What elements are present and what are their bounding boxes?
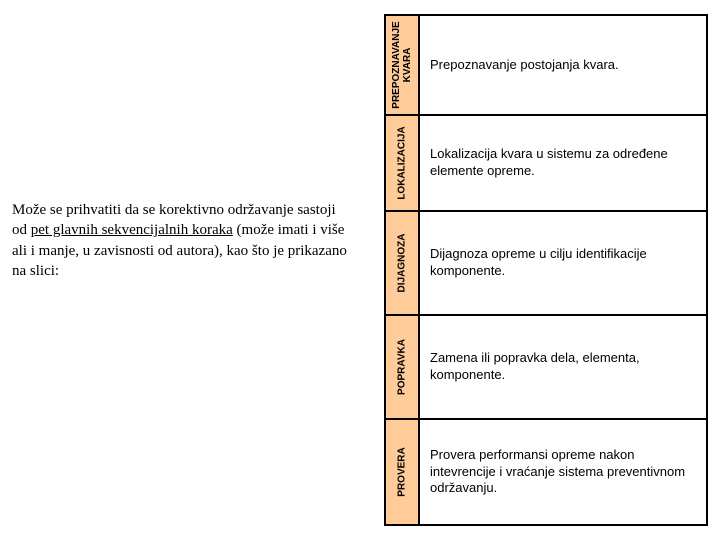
steps-table: PREPOZNAVANJEKVARA Prepoznavanje postojan… [384,14,708,526]
step-label-cell: PREPOZNAVANJEKVARA [386,16,420,114]
step-label: PROVERA [397,447,408,496]
step-label-cell: PROVERA [386,420,420,524]
step-description: Dijagnoza opreme u cilju identifikacije … [420,212,706,314]
step-row: PROVERA Provera performansi opreme nakon … [386,420,706,524]
step-label-cell: POPRAVKA [386,316,420,418]
step-description: Prepoznavanje postojanja kvara. [420,16,706,114]
step-label: POPRAVKA [397,339,408,395]
intro-emph: pet glavnih sekvencijalnih koraka [31,222,233,238]
step-row: DIJAGNOZA Dijagnoza opreme u cilju identi… [386,212,706,316]
intro-paragraph: Može se prihvatiti da se korektivno održ… [12,200,352,281]
step-row: POPRAVKA Zamena ili popravka dela, elemen… [386,316,706,420]
step-description: Zamena ili popravka dela, elementa, komp… [420,316,706,418]
step-label: PREPOZNAVANJEKVARA [391,21,413,108]
step-label-cell: LOKALIZACIJA [386,116,420,210]
step-label-cell: DIJAGNOZA [386,212,420,314]
step-description: Lokalizacija kvara u sistemu za određene… [420,116,706,210]
step-description: Provera performansi opreme nakon intevre… [420,420,706,524]
step-row: PREPOZNAVANJEKVARA Prepoznavanje postojan… [386,16,706,116]
step-row: LOKALIZACIJA Lokalizacija kvara u sistemu… [386,116,706,212]
step-label: LOKALIZACIJA [397,126,408,199]
step-label: DIJAGNOZA [397,234,408,293]
